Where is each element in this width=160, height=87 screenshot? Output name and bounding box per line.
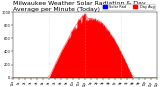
Legend: Solar Rad, Day Avg: Solar Rad, Day Avg [102,4,155,9]
Text: Milwaukee Weather Solar Radiation & Day Average per Minute (Today): Milwaukee Weather Solar Radiation & Day … [13,1,146,12]
